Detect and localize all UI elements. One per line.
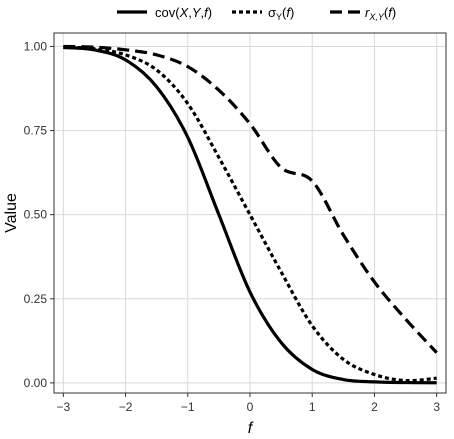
series-line-1: [63, 45, 437, 383]
legend-label-0: cov(X,Y,f): [155, 5, 212, 20]
series-line-2: [63, 44, 438, 354]
legend-label-1: σY(f): [268, 5, 294, 22]
y-tick-label: 0.75: [24, 124, 48, 138]
x-axis: −3 −2 −1 0 1 2 3: [56, 393, 440, 414]
y-axis-title: Value: [3, 193, 20, 233]
series-lines: [63, 44, 438, 385]
x-tick-label: 1: [309, 400, 316, 414]
y-tick-label: 1.00: [24, 39, 48, 53]
y-tick-label: 0.00: [24, 376, 48, 390]
x-tick-label: 3: [433, 400, 440, 414]
legend: cov(X,Y,f) σY(f) rX,Y(f): [117, 5, 396, 22]
legend-label-2: rX,Y(f): [365, 5, 396, 22]
x-axis-title: f: [248, 420, 254, 437]
plot-area: [53, 32, 447, 394]
x-tick-label: 0: [247, 400, 254, 414]
series-line-0: [63, 45, 437, 385]
y-tick-label: 0.50: [24, 208, 48, 222]
x-tick-label: −1: [181, 400, 195, 414]
x-tick-label: 2: [371, 400, 378, 414]
x-tick-label: −3: [56, 400, 70, 414]
y-tick-label: 0.25: [24, 292, 48, 306]
x-tick-label: −2: [119, 400, 133, 414]
y-axis: 0.00 0.25 0.50 0.75 1.00: [24, 39, 54, 390]
